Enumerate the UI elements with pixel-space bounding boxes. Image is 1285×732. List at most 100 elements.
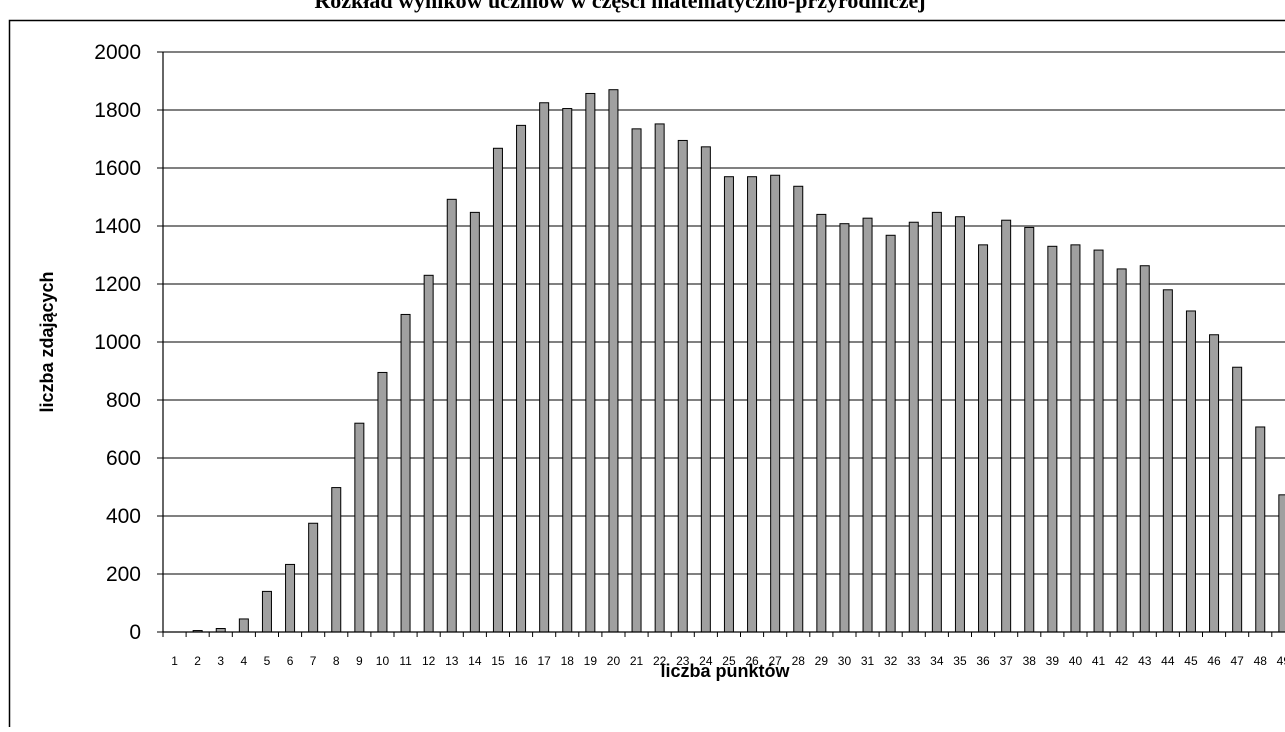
x-tick-label: 5 <box>264 654 271 668</box>
bar <box>332 488 341 632</box>
bar <box>979 245 988 632</box>
bar <box>1094 250 1103 632</box>
bar <box>309 523 318 632</box>
x-tick-label: 32 <box>884 654 898 668</box>
x-tick-label: 33 <box>907 654 921 668</box>
bar <box>1117 269 1126 632</box>
x-tick-label: 30 <box>838 654 852 668</box>
bar <box>886 235 895 632</box>
y-tick-label: 1800 <box>94 99 141 122</box>
bar <box>1210 335 1219 632</box>
x-tick-label: 36 <box>976 654 990 668</box>
x-tick-label: 21 <box>630 654 644 668</box>
x-tick-label: 48 <box>1254 654 1268 668</box>
bar <box>724 177 733 632</box>
bar <box>840 224 849 632</box>
x-tick-label: 43 <box>1138 654 1152 668</box>
x-tick-label: 2 <box>194 654 201 668</box>
x-tick-label: 39 <box>1046 654 1060 668</box>
x-tick-label: 28 <box>792 654 806 668</box>
x-tick-label: 35 <box>953 654 967 668</box>
y-tick-label: 0 <box>129 621 141 644</box>
x-tick-label: 13 <box>445 654 459 668</box>
x-tick-label: 34 <box>930 654 944 668</box>
x-tick-label: 31 <box>861 654 875 668</box>
y-tick-label: 800 <box>106 389 141 412</box>
x-tick-label: 18 <box>561 654 575 668</box>
x-tick-label: 45 <box>1184 654 1198 668</box>
bar <box>1025 227 1034 632</box>
x-tick-label: 12 <box>422 654 436 668</box>
bar <box>1048 246 1057 632</box>
bar <box>540 103 549 632</box>
bar <box>609 90 618 632</box>
bar <box>678 140 687 632</box>
x-tick-label: 20 <box>607 654 621 668</box>
x-tick-label: 10 <box>376 654 390 668</box>
bar <box>817 214 826 632</box>
bar <box>794 186 803 632</box>
y-axis-title: liczba zdających <box>37 271 57 412</box>
bar <box>493 148 502 632</box>
bar <box>262 591 271 632</box>
x-tick-label: 11 <box>399 654 412 668</box>
y-tick-label: 1200 <box>94 273 141 296</box>
x-tick-label: 3 <box>217 654 224 668</box>
bar <box>424 275 433 632</box>
bar <box>239 619 248 632</box>
x-tick-label: 9 <box>356 654 363 668</box>
bar <box>1002 220 1011 632</box>
x-tick-label: 29 <box>815 654 829 668</box>
bar <box>1186 311 1195 632</box>
x-tick-label: 15 <box>491 654 505 668</box>
bar <box>563 109 572 632</box>
bar <box>1256 427 1265 632</box>
x-tick-label: 14 <box>468 654 482 668</box>
bar <box>1140 266 1149 632</box>
bar <box>909 222 918 632</box>
x-tick-label: 4 <box>241 654 248 668</box>
bar <box>355 423 364 632</box>
bar <box>1071 245 1080 632</box>
y-tick-label: 1600 <box>94 157 141 180</box>
bar <box>863 218 872 632</box>
x-tick-label: 49 <box>1277 654 1285 668</box>
bar <box>632 129 641 632</box>
bar <box>748 177 757 632</box>
x-tick-label: 17 <box>537 654 551 668</box>
x-tick-label: 6 <box>287 654 294 668</box>
bar <box>286 564 295 632</box>
bar <box>401 314 410 632</box>
y-tick-label: 2000 <box>94 41 141 64</box>
bar <box>586 93 595 632</box>
bar <box>1233 367 1242 632</box>
bar <box>771 175 780 632</box>
bar <box>447 199 456 632</box>
x-tick-label: 46 <box>1207 654 1221 668</box>
x-axis-title: liczba punktów <box>660 661 790 681</box>
bar <box>470 212 479 632</box>
x-tick-label: 1 <box>171 654 178 668</box>
x-tick-label: 40 <box>1069 654 1083 668</box>
x-tick-label: 7 <box>310 654 317 668</box>
y-tick-label: 600 <box>106 447 141 470</box>
x-tick-label: 41 <box>1092 654 1106 668</box>
bar <box>517 125 526 632</box>
bar <box>378 372 387 632</box>
bar <box>1163 290 1172 632</box>
y-tick-label: 400 <box>106 505 141 528</box>
bar <box>955 217 964 632</box>
x-tick-label: 44 <box>1161 654 1175 668</box>
x-tick-label: 47 <box>1230 654 1244 668</box>
x-tick-label: 16 <box>514 654 528 668</box>
x-tick-label: 8 <box>333 654 340 668</box>
x-tick-label: 37 <box>999 654 1013 668</box>
chart-title: Rozkład wyników uczniów w części matemat… <box>314 0 925 13</box>
x-tick-label: 19 <box>584 654 598 668</box>
bar <box>701 147 710 632</box>
bar <box>655 124 664 632</box>
y-tick-label: 200 <box>106 563 141 586</box>
y-tick-label: 1000 <box>94 331 141 354</box>
